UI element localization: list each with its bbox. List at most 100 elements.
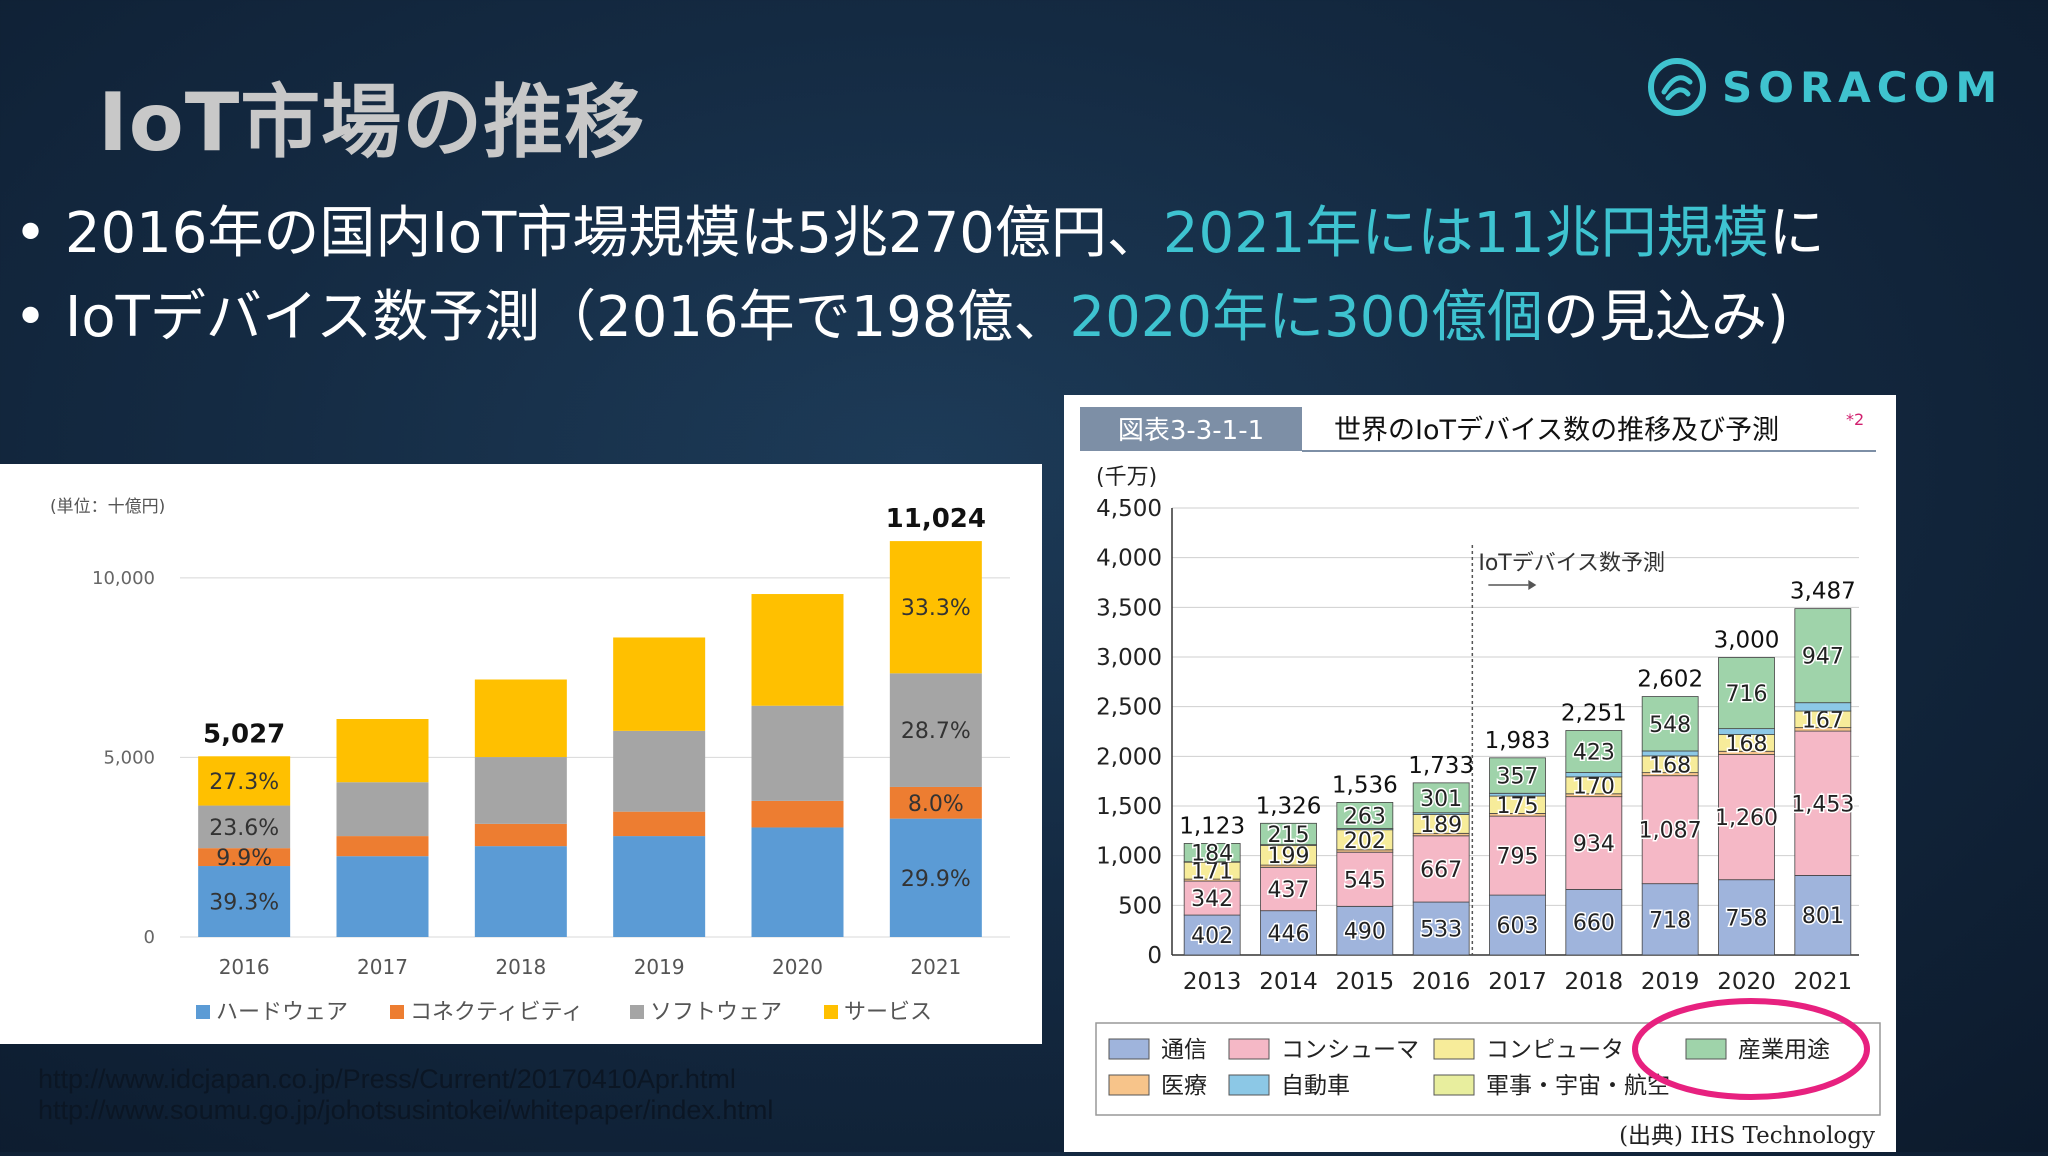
xtick-label-2020: 2020 bbox=[1717, 969, 1776, 995]
bar-2017-2 bbox=[336, 782, 429, 837]
total-label-2016: 5,027 bbox=[203, 719, 285, 749]
total-label-2018: 2,251 bbox=[1561, 701, 1627, 727]
ytick-label-3: 1,500 bbox=[1096, 794, 1162, 820]
bar-2021-1 bbox=[1794, 730, 1852, 876]
bar-2016-0 bbox=[198, 866, 291, 937]
legend-label-5: 自動車 bbox=[1281, 1073, 1350, 1099]
bar-2015-0 bbox=[1336, 905, 1394, 956]
segment-label-2017-3: 175 bbox=[1497, 794, 1539, 819]
segment-label-2021-2: 28.7% bbox=[901, 719, 971, 744]
total-label-2020: 3,000 bbox=[1714, 627, 1780, 653]
bar-2018-1 bbox=[474, 823, 567, 847]
segment-label-2019-1: 1,087 bbox=[1639, 819, 1702, 844]
xtick-label-2016: 2016 bbox=[1412, 969, 1471, 995]
segment-label-2014-5: 215 bbox=[1268, 823, 1310, 848]
segment-label-2020-0: 758 bbox=[1726, 906, 1768, 931]
bar-2013-0 bbox=[1183, 914, 1241, 956]
bar-2015-1 bbox=[1336, 851, 1394, 907]
legend-label-0: ハードウェア bbox=[216, 1000, 348, 1025]
bar-2021-3 bbox=[889, 541, 982, 674]
source-url-idc[interactable]: http://www.idcjapan.co.jp/Press/Current/… bbox=[38, 1064, 736, 1094]
segment-label-2017-1: 795 bbox=[1497, 845, 1539, 870]
segment-label-2013-1: 342 bbox=[1191, 887, 1233, 912]
bar-2020-3 bbox=[751, 594, 844, 706]
legend-label-3: 産業用途 bbox=[1738, 1037, 1830, 1063]
total-label-2015: 1,536 bbox=[1332, 772, 1398, 798]
segment-label-2018-0: 660 bbox=[1573, 911, 1615, 936]
segment-label-2019-0: 718 bbox=[1649, 908, 1691, 933]
segment-label-2021-5: 947 bbox=[1802, 645, 1844, 670]
legend-swatch-1 bbox=[1228, 1038, 1270, 1060]
bar-2016-0 bbox=[1412, 901, 1470, 956]
xtick-label-2019: 2019 bbox=[634, 955, 685, 979]
bar-2018-0 bbox=[474, 846, 567, 937]
bullet-device-forecast: • IoTデバイス数予測（2016年で198億、2020年に300億個の見込み) bbox=[14, 272, 1789, 353]
xtick-label-2021: 2021 bbox=[1794, 969, 1853, 995]
segment-label-2015-5: 263 bbox=[1344, 804, 1386, 829]
bar-2021-4 bbox=[1794, 702, 1852, 712]
bar-2019-3 bbox=[613, 637, 706, 731]
segment-label-2021-3: 167 bbox=[1802, 708, 1844, 733]
segment-label-2014-1: 437 bbox=[1268, 878, 1310, 903]
bar-2017-4 bbox=[1489, 792, 1546, 797]
segment-label-2013-5: 184 bbox=[1191, 842, 1233, 867]
legend-swatch-6 bbox=[1433, 1074, 1475, 1096]
segment-label-2014-0: 446 bbox=[1268, 922, 1310, 947]
bar-2019-1 bbox=[613, 811, 706, 837]
legend-label-6: 軍事・宇宙・航空 bbox=[1486, 1073, 1670, 1099]
y-axis-unit: (千万) bbox=[1096, 465, 1157, 490]
ytick-label-5: 2,500 bbox=[1096, 695, 1162, 721]
segment-label-2020-3: 168 bbox=[1726, 732, 1768, 757]
chart-source: (出典) IHS Technology bbox=[1619, 1123, 1875, 1149]
bar-2020-0 bbox=[751, 827, 844, 937]
bar-2017-1 bbox=[336, 836, 429, 857]
segment-label-2019-3: 168 bbox=[1649, 753, 1691, 778]
source-url-soumu[interactable]: http://www.soumu.go.jp/johotsusintokei/w… bbox=[38, 1095, 774, 1125]
segment-label-2021-0: 801 bbox=[1802, 904, 1844, 929]
logo-text: SORACOM bbox=[1722, 62, 2004, 112]
bar-2016-2 bbox=[198, 805, 291, 849]
bar-2019-0 bbox=[613, 836, 706, 937]
bar-2016-5 bbox=[1412, 782, 1470, 814]
soracom-logo: SORACOM bbox=[1646, 56, 2003, 118]
segment-label-2013-3: 171 bbox=[1191, 860, 1233, 885]
ytick-label-2: 10,000 bbox=[92, 568, 155, 589]
legend-swatch-1 bbox=[390, 1005, 404, 1019]
bar-2017-3 bbox=[336, 719, 429, 783]
segment-label-2016-2: 23.6% bbox=[209, 816, 279, 841]
figure-label: 図表3-3-1-1 bbox=[1118, 416, 1264, 446]
soracom-logo-icon bbox=[1648, 58, 1706, 116]
segment-label-2021-1: 1,453 bbox=[1791, 792, 1854, 817]
xtick-label-2020: 2020 bbox=[772, 955, 823, 979]
total-label-2021: 3,487 bbox=[1790, 579, 1856, 605]
bar-2013-5 bbox=[1183, 843, 1241, 863]
bar-2019-4 bbox=[1641, 750, 1699, 757]
legend-label-2: コンピュータ bbox=[1486, 1037, 1624, 1063]
forecast-arrow-head bbox=[1528, 580, 1537, 590]
ytick-label-1: 5,000 bbox=[103, 747, 155, 768]
xtick-label-2016: 2016 bbox=[219, 955, 270, 979]
legend-swatch-0 bbox=[1108, 1038, 1150, 1060]
segment-label-2013-0: 402 bbox=[1191, 924, 1233, 949]
legend-swatch-2 bbox=[1433, 1038, 1475, 1060]
bar-2020-1 bbox=[751, 800, 844, 828]
segment-label-2015-0: 490 bbox=[1344, 920, 1386, 945]
bar-2018-5 bbox=[1565, 730, 1623, 773]
legend-swatch-0 bbox=[196, 1005, 210, 1019]
legend-label-1: コンシューマ bbox=[1281, 1037, 1419, 1063]
bullet2-highlight: 2020年に300億個 bbox=[1069, 285, 1543, 350]
total-label-2021: 11,024 bbox=[886, 504, 986, 534]
segment-label-2018-1: 934 bbox=[1573, 832, 1615, 857]
bar-2019-5 bbox=[1641, 696, 1699, 752]
xtick-label-2017: 2017 bbox=[1488, 969, 1547, 995]
bar-2018-0 bbox=[1565, 889, 1623, 956]
segment-label-2016-1: 667 bbox=[1420, 858, 1462, 883]
xtick-label-2018: 2018 bbox=[1565, 969, 1624, 995]
xtick-label-2021: 2021 bbox=[910, 955, 961, 979]
bar-2016-3 bbox=[198, 756, 291, 806]
segment-label-2015-1: 545 bbox=[1344, 868, 1386, 893]
bullet2-prefix: • IoTデバイス数予測（2016年で198億、 bbox=[14, 285, 1070, 350]
segment-label-2021-3: 33.3% bbox=[901, 596, 971, 621]
ytick-label-9: 4,500 bbox=[1096, 496, 1162, 522]
xtick-label-2018: 2018 bbox=[495, 955, 546, 979]
